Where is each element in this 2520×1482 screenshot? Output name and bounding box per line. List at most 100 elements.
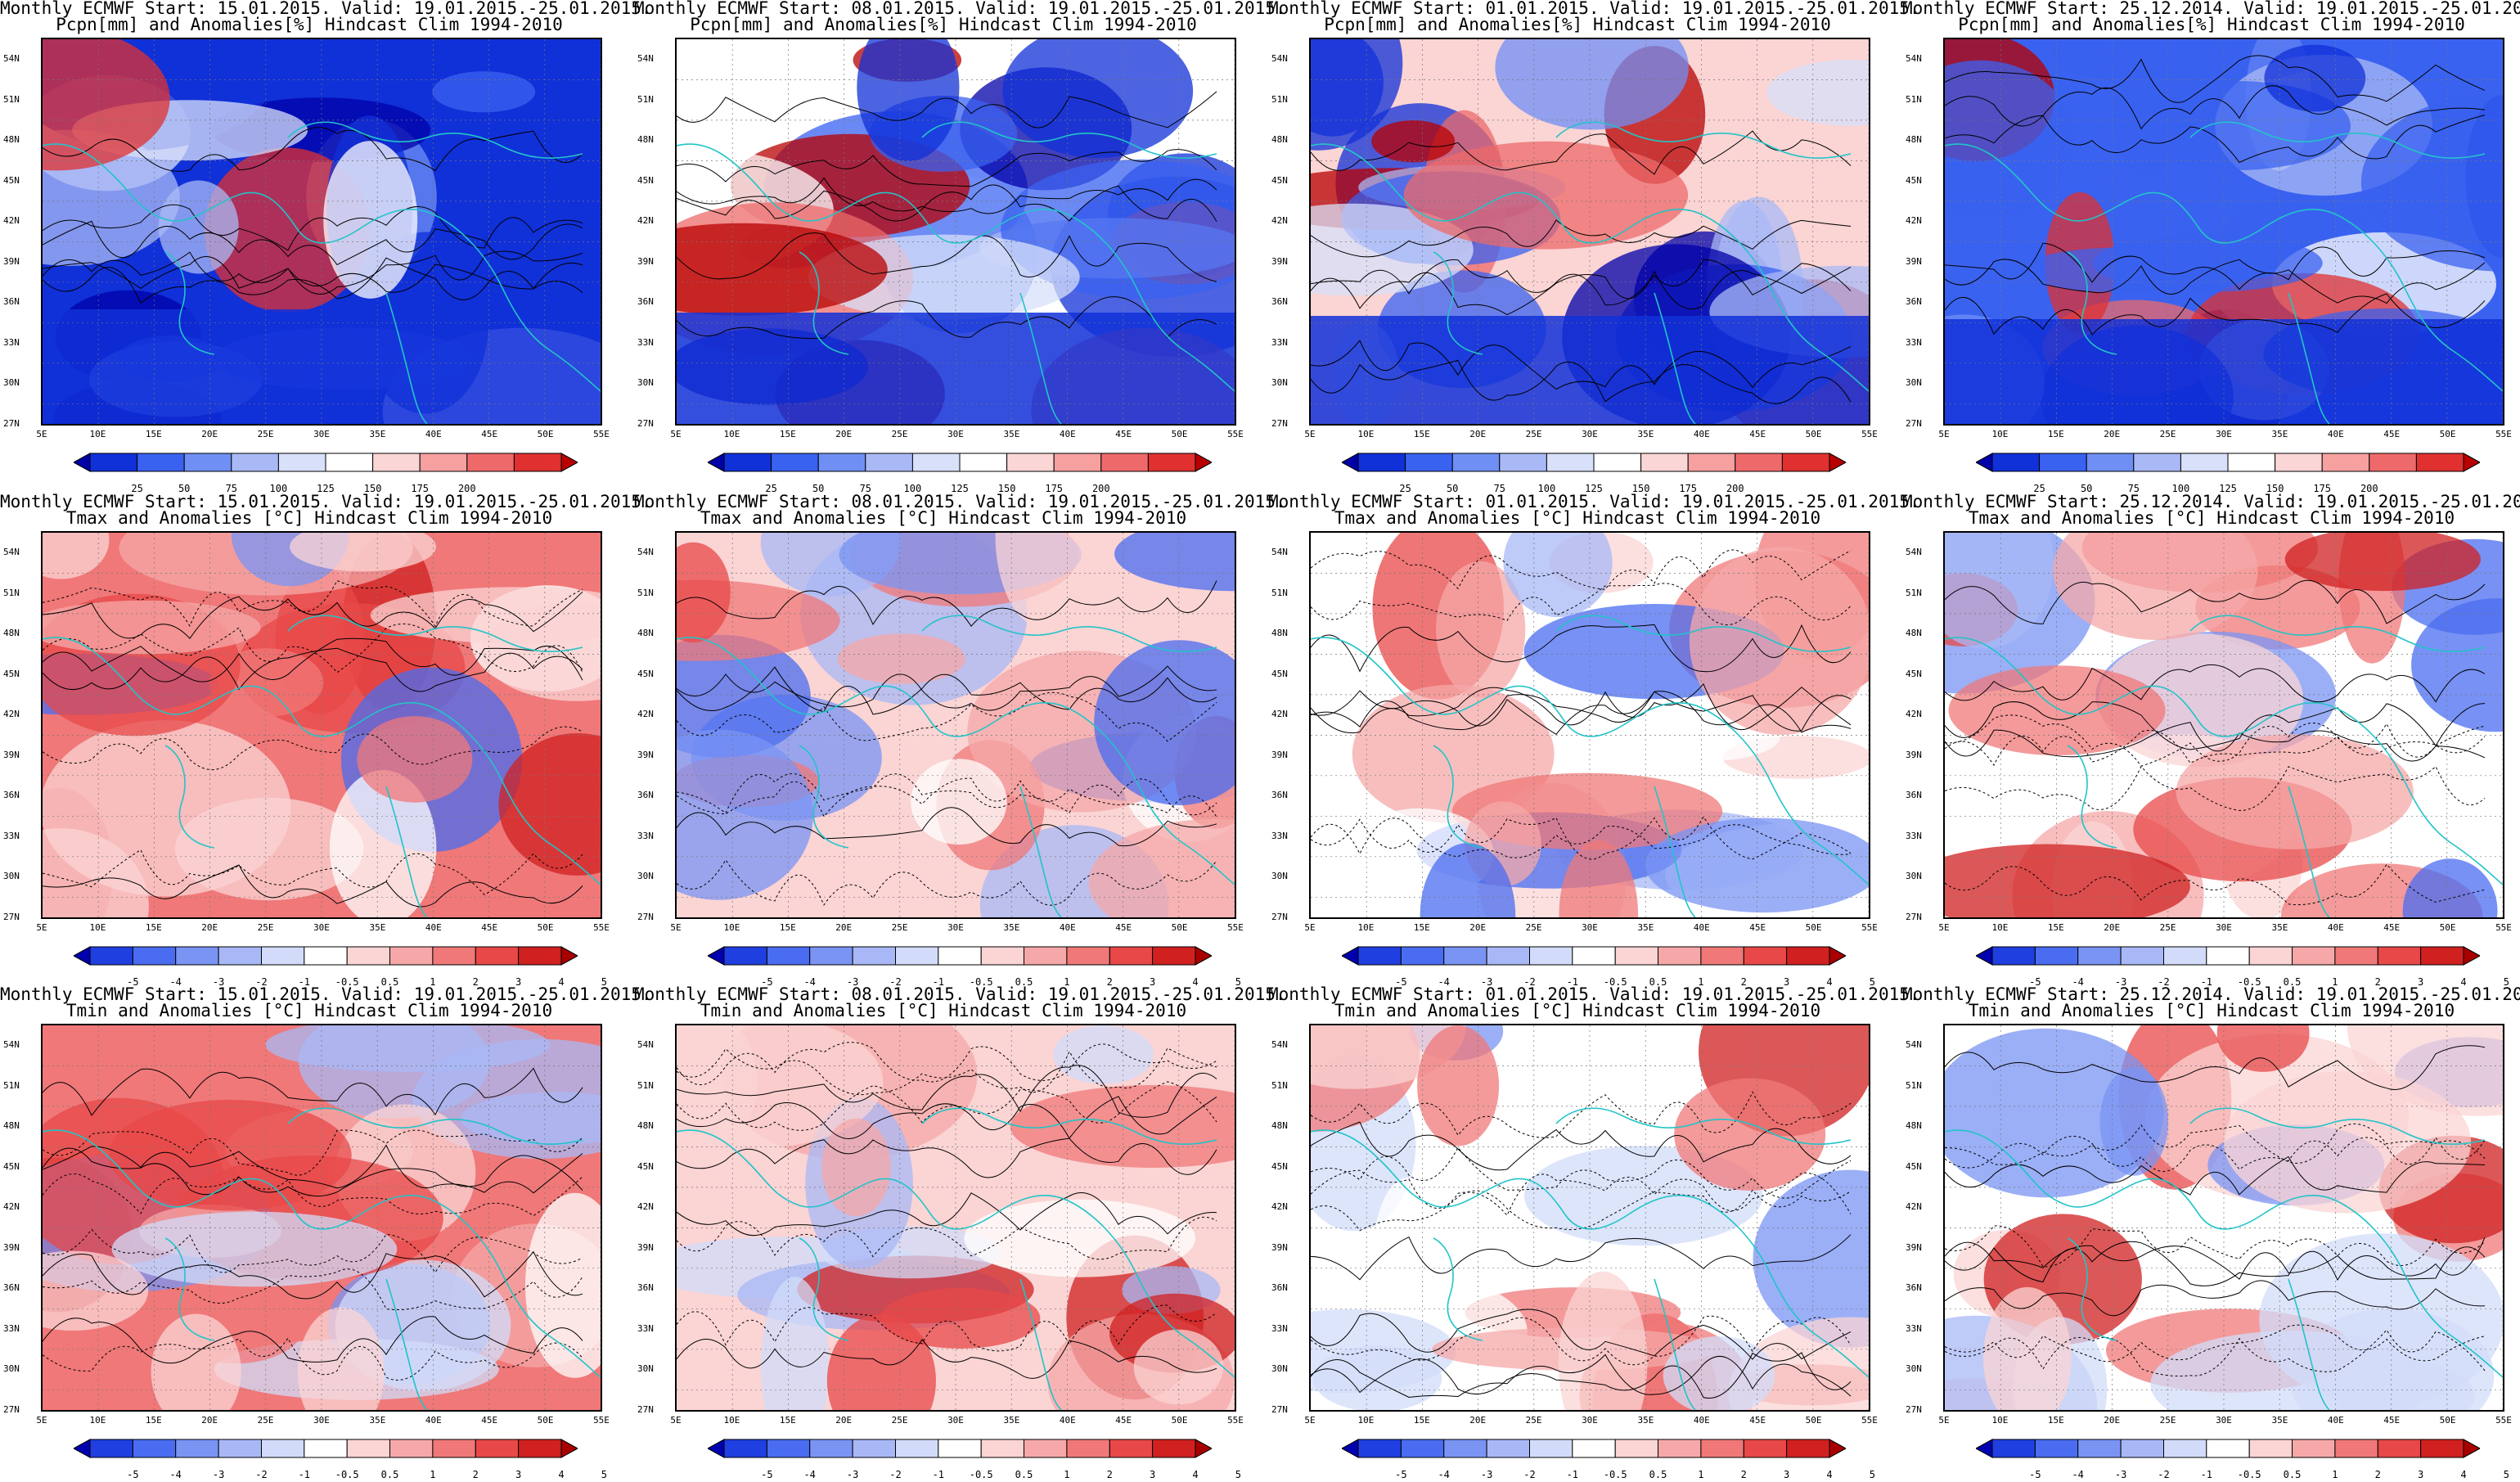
- colorbar-label: -0.5: [1603, 1469, 1627, 1480]
- colorbar-label: -3: [846, 1469, 859, 1480]
- longitude-tick: 55E: [593, 922, 610, 933]
- latitude-tick: 36N: [3, 1282, 20, 1293]
- colorbar-swatch: [2163, 946, 2207, 966]
- colorbar-swatch: [2077, 1439, 2122, 1458]
- colorbar-swatch: [980, 946, 1025, 966]
- latitude-tick: 30N: [637, 871, 654, 881]
- colorbar-swatch: [432, 1439, 476, 1458]
- colorbar-swatch: [261, 1439, 305, 1458]
- colorbar-label: 150: [2266, 483, 2284, 494]
- colorbar-swatch: [89, 946, 133, 966]
- colorbar-label: 75: [1493, 483, 1506, 494]
- colorbar-swatch: [1786, 946, 1830, 966]
- latitude-tick: 48N: [1271, 628, 1288, 638]
- colorbar-swatch: [1109, 1439, 1154, 1458]
- longitude-tick: 10E: [723, 922, 740, 933]
- colorbar-label: -2: [2158, 1469, 2170, 1480]
- panel-subtitle: Tmax and Anomalies [°C] Hindcast Clim 19…: [1968, 508, 2455, 528]
- latitude-tick: 51N: [1906, 587, 1922, 598]
- longitude-tick: 5E: [36, 1415, 47, 1426]
- longitude-tick: 10E: [89, 1415, 106, 1426]
- colorbar-swatch: [938, 946, 982, 966]
- panel-title: Monthly ECMWF Start: 15.01.2015. Valid: …: [0, 492, 652, 511]
- forecast-panel-r3-c1: Monthly ECMWF Start: 15.01.2015. Valid: …: [0, 986, 652, 1482]
- latitude-tick: 42N: [637, 1201, 654, 1212]
- latitude-tick: 33N: [1906, 1322, 1922, 1334]
- forecast-panel-r1-c4: Monthly ECMWF Start: 25.12.2014. Valid: …: [1902, 0, 2520, 496]
- colorbar-swatch: [1829, 453, 1846, 472]
- latitude-tick: 42N: [637, 709, 654, 719]
- panel-title: Monthly ECMWF Start: 08.01.2015. Valid: …: [634, 984, 1286, 1004]
- colorbar-label: 1: [2332, 976, 2338, 988]
- colorbar-label: 25: [2033, 483, 2045, 494]
- latitude-tick: 51N: [1906, 1079, 1922, 1091]
- anomaly-map: [1309, 38, 1870, 426]
- latitude-tick: 27N: [1906, 417, 1922, 429]
- colorbar-label: 3: [1783, 976, 1790, 988]
- latitude-tick: 39N: [3, 749, 20, 760]
- longitude-tick: 35E: [2271, 1415, 2288, 1426]
- panel-title: Monthly ECMWF Start: 01.01.2015. Valid: …: [1268, 492, 1920, 511]
- colorbar-swatch: [1658, 1439, 1702, 1458]
- precip-colorbar: 25 50 75 100 125 150 175 200: [74, 452, 578, 496]
- colorbar-swatch: [1109, 946, 1154, 966]
- colorbar-swatch: [560, 946, 578, 966]
- latitude-tick: 30N: [1271, 1363, 1288, 1374]
- colorbar-swatch: [2420, 946, 2464, 966]
- longitude-tick: 15E: [1413, 922, 1430, 933]
- latitude-tick: 51N: [3, 93, 20, 105]
- longitude-tick: 50E: [1805, 429, 1822, 439]
- latitude-tick: 33N: [3, 336, 20, 348]
- colorbar-swatch: [959, 453, 1008, 472]
- colorbar-swatch: [2334, 1439, 2378, 1458]
- latitude-tick: 30N: [3, 871, 20, 881]
- forecast-panel-r1-c2: Monthly ECMWF Start: 08.01.2015. Valid: …: [634, 0, 1286, 496]
- longitude-tick: 25E: [2159, 429, 2176, 439]
- colorbar-swatch: [2248, 1439, 2293, 1458]
- longitude-tick: 40E: [2327, 922, 2344, 933]
- longitude-tick: 20E: [1469, 1415, 1487, 1426]
- longitude-tick: 40E: [2327, 429, 2344, 439]
- longitude-tick: 25E: [891, 922, 908, 933]
- colorbar-swatch: [74, 946, 91, 966]
- latitude-tick: 39N: [1271, 749, 1288, 760]
- temp-colorbar: -5 -4 -3 -2 -1 -0.5 0.5 1 2 3 4 5: [708, 1438, 1241, 1482]
- temp-colorbar: -5 -4 -3 -2 -1 -0.5 0.5 1 2 3 4 5: [74, 1438, 607, 1482]
- longitude-tick: 10E: [1357, 429, 1375, 439]
- panel-title: Monthly ECMWF Start: 08.01.2015. Valid: …: [634, 492, 1286, 511]
- colorbar-swatch: [346, 1439, 391, 1458]
- longitude-tick: 25E: [257, 429, 274, 439]
- latitude-tick: 33N: [637, 1322, 654, 1334]
- colorbar-swatch: [1572, 1439, 1616, 1458]
- colorbar-swatch: [475, 1439, 520, 1458]
- forecast-panel-r1-c3: Monthly ECMWF Start: 01.01.2015. Valid: …: [1268, 0, 1920, 496]
- latitude-tick: 45N: [3, 668, 20, 679]
- longitude-tick: 50E: [1171, 1415, 1188, 1426]
- longitude-tick: 25E: [1525, 922, 1542, 933]
- latitude-tick: 27N: [1271, 417, 1288, 429]
- colorbar-swatch: [2133, 453, 2181, 472]
- latitude-tick: 30N: [3, 1363, 20, 1374]
- longitude-tick: 35E: [369, 429, 386, 439]
- colorbar-swatch: [1400, 1439, 1445, 1458]
- colorbar-label: 175: [1679, 483, 1698, 494]
- latitude-tick: 33N: [1906, 830, 1922, 841]
- panel-subtitle: Tmin and Anomalies [°C] Hindcast Clim 19…: [65, 1001, 553, 1020]
- colorbar-label: 2: [1106, 976, 1113, 988]
- colorbar-label: -1: [1566, 976, 1579, 988]
- colorbar-swatch: [938, 1439, 982, 1458]
- colorbar-swatch: [518, 1439, 562, 1458]
- colorbar-swatch: [304, 1439, 348, 1458]
- colorbar-label: 4: [558, 976, 565, 988]
- latitude-tick: 51N: [1271, 1079, 1288, 1091]
- colorbar-label: 50: [1446, 483, 1459, 494]
- colorbar-label: 125: [317, 483, 335, 494]
- forecast-panel-r1-c1: Monthly ECMWF Start: 15.01.2015. Valid: …: [0, 0, 652, 496]
- anomaly-map: [675, 38, 1236, 426]
- colorbar-swatch: [895, 946, 939, 966]
- colorbar-swatch: [1357, 946, 1402, 966]
- longitude-tick: 40E: [425, 429, 442, 439]
- longitude-tick: 35E: [1637, 922, 1654, 933]
- colorbar-swatch: [2206, 946, 2250, 966]
- longitude-tick: 20E: [835, 1415, 853, 1426]
